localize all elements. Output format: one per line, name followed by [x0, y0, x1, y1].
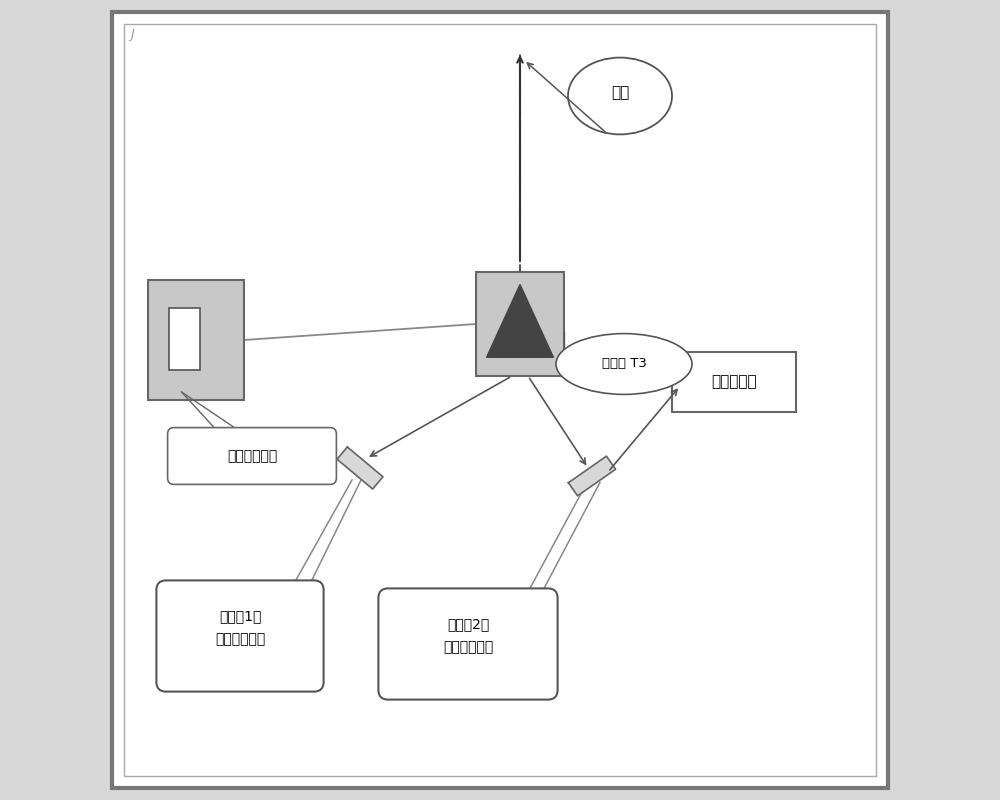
- Text: 转台（1）
设备直角棱镜: 转台（1） 设备直角棱镜: [215, 610, 265, 646]
- Text: 真北方向基准: 真北方向基准: [227, 449, 277, 463]
- Polygon shape: [337, 447, 383, 489]
- FancyBboxPatch shape: [169, 308, 200, 370]
- Text: 计算机主机: 计算机主机: [711, 374, 757, 390]
- Polygon shape: [487, 285, 553, 358]
- FancyBboxPatch shape: [672, 352, 796, 412]
- Text: 转台（2）
设备直角棱镜: 转台（2） 设备直角棱镜: [443, 618, 493, 654]
- Ellipse shape: [568, 58, 672, 134]
- FancyBboxPatch shape: [476, 272, 564, 376]
- Text: 经纬仪 T3: 经纬仪 T3: [602, 358, 646, 370]
- FancyBboxPatch shape: [148, 280, 244, 400]
- Text: J: J: [130, 28, 133, 41]
- FancyBboxPatch shape: [378, 589, 558, 699]
- FancyBboxPatch shape: [112, 12, 888, 788]
- Text: 北向: 北向: [611, 86, 629, 100]
- Polygon shape: [568, 456, 616, 496]
- FancyBboxPatch shape: [168, 427, 336, 485]
- FancyBboxPatch shape: [156, 581, 324, 691]
- Ellipse shape: [556, 334, 692, 394]
